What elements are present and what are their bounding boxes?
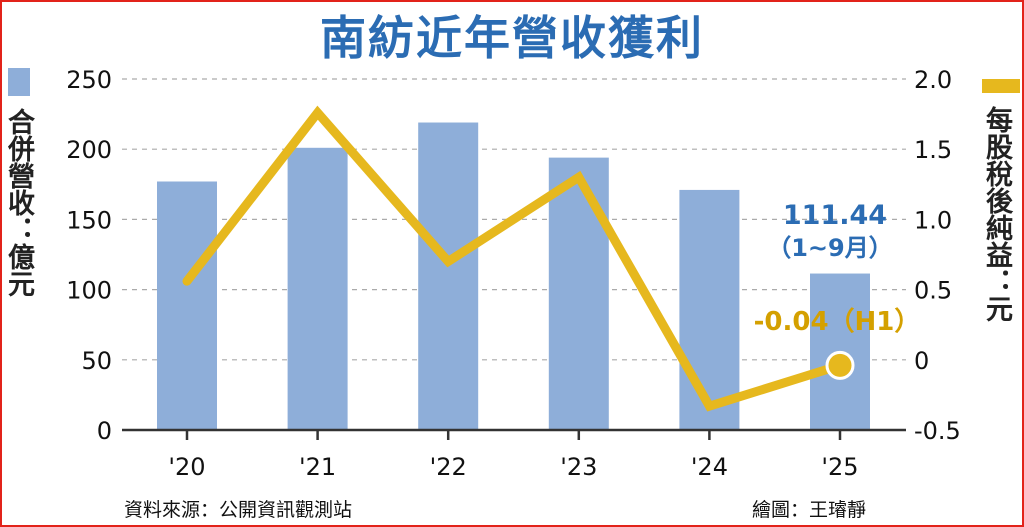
revenue-annotation-note: （1~9月） [767,234,893,262]
eps-point-5 [825,350,855,380]
right-tick-label: 2.0 [914,66,952,94]
legend-eps-swatch [982,79,1020,93]
revenue-annotation-value: 111.44 [783,200,887,231]
x-tick-label: '22 [430,453,467,481]
source-note: 資料來源：公開資訊觀測站 [124,499,353,521]
left-tick-label: 150 [66,206,112,234]
eps-annotation: -0.04（H1） [754,307,921,337]
x-tick-label: '24 [691,453,728,481]
right-tick-label: 1.5 [914,136,952,164]
x-tick-label: '21 [299,453,336,481]
credit-note: 繪圖：王璿靜 [752,499,867,521]
chart-title: 南紡近年營收獲利 [320,11,704,65]
right-tick-label: 0.5 [914,277,952,305]
bar-0 [157,181,217,430]
left-tick-label: 100 [66,277,112,305]
left-tick-label: 50 [81,347,112,375]
bar-2 [418,122,479,431]
left-tick-label: 0 [97,417,112,445]
left-tick-label: 200 [66,136,112,164]
bar-1 [287,147,348,430]
right-tick-label: -0.5 [914,417,961,445]
bar-3 [548,157,609,430]
right-axis-label: 每股稅後純益：元 [981,106,1012,322]
right-tick-label: 1.0 [914,206,952,234]
x-tick-label: '25 [821,453,858,481]
right-tick-label: 0 [914,347,929,375]
left-tick-label: 250 [66,66,112,94]
eps-line [182,105,845,412]
bar-4 [679,189,740,430]
left-axis-label: 合併營收：億元 [3,108,34,297]
x-tick-label: '23 [560,453,597,481]
legend-revenue-swatch [8,68,30,96]
x-tick-label: '20 [168,453,205,481]
